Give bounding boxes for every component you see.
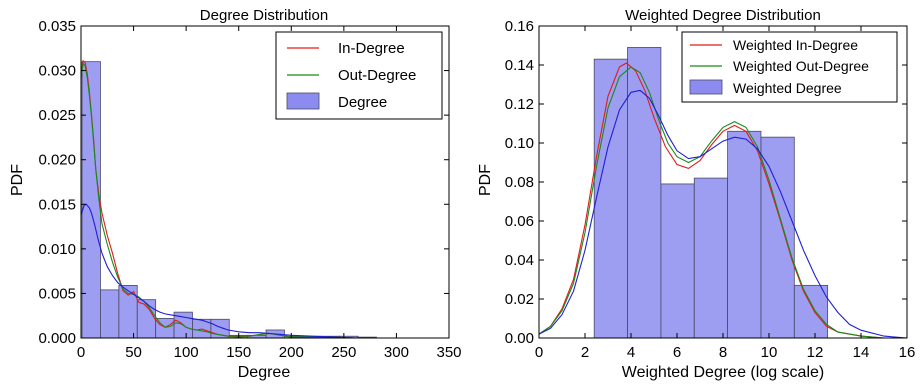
x-tick-label: 200 xyxy=(279,344,304,361)
y-tick-label: 0.005 xyxy=(38,285,76,302)
x-tick-label: 12 xyxy=(807,344,824,361)
histogram-bar xyxy=(136,299,157,339)
legend: In-Degree Out-Degree Degree xyxy=(275,31,443,120)
histogram-bar xyxy=(693,177,728,339)
degree-kde-line xyxy=(538,89,908,339)
histogram-bar xyxy=(81,61,101,339)
x-tick-label: 50 xyxy=(125,344,142,361)
out-degree-line xyxy=(538,66,885,339)
y-tick-label: 0.035 xyxy=(38,18,76,35)
x-tick-label: 10 xyxy=(761,344,778,361)
x-tick-label: 2 xyxy=(581,344,589,361)
legend: Weighted In-Degree Weighted Out-Degree W… xyxy=(681,31,898,103)
weighted-degree-distribution-chart: Weighted Degree Distribution 0 2 4 6 8 10 12 14… xyxy=(477,7,915,381)
axes-frame xyxy=(80,25,450,339)
chart-title: Weighted Degree Distribution xyxy=(625,7,821,24)
histogram-bar xyxy=(727,130,762,339)
x-tick-label: 14 xyxy=(853,344,870,361)
legend-label-out-degree: Out-Degree xyxy=(338,67,416,84)
y-tick-label: 0.015 xyxy=(38,196,76,213)
y-tick-label: 0.04 xyxy=(505,252,534,269)
y-tick-label: 0.020 xyxy=(38,152,76,169)
y-tick-label: 0.030 xyxy=(38,63,76,80)
y-tick-label: 0.00 xyxy=(505,330,534,347)
legend-label-degree: Degree xyxy=(338,94,387,111)
x-tick-label: 4 xyxy=(627,344,635,361)
x-tick-label: 100 xyxy=(174,344,199,361)
x-tick-label: 8 xyxy=(719,344,727,361)
x-tick-label: 300 xyxy=(384,344,409,361)
legend-label-in-degree: In-Degree xyxy=(338,40,405,57)
x-tick-label: 0 xyxy=(535,344,543,361)
plot-area: 0 50 100 150 200 250 300 350 0.000 0.005 0.010 0.01… xyxy=(38,18,461,361)
histogram-bar xyxy=(793,284,829,339)
legend-swatch-degree xyxy=(286,92,320,110)
histogram-bar xyxy=(100,289,120,339)
y-tick-label: 0.02 xyxy=(505,291,534,308)
histogram-bar xyxy=(760,136,795,339)
x-tick-label: 350 xyxy=(436,344,461,361)
degree-distribution-chart: Degree Distribution 0 50 100 150 200 250 300 35… xyxy=(9,7,462,381)
chart-title: Degree Distribution xyxy=(200,7,328,24)
y-axis-label: PDF xyxy=(477,164,494,196)
legend-label-weighted-degree: Weighted Degree xyxy=(733,80,842,96)
y-tick-label: 0.10 xyxy=(505,135,534,152)
legend-swatch-weighted-degree xyxy=(689,79,723,95)
histogram-bar xyxy=(627,47,662,339)
legend-label-weighted-in-degree: Weighted In-Degree xyxy=(733,37,858,53)
x-tick-label: 6 xyxy=(673,344,681,361)
x-tick-label: 250 xyxy=(331,344,356,361)
x-tick-label: 0 xyxy=(77,344,85,361)
y-tick-label: 0.14 xyxy=(505,57,534,74)
x-axis-label: Degree xyxy=(238,364,291,381)
y-tick-label: 0.025 xyxy=(38,107,76,124)
y-tick-label: 0.010 xyxy=(38,241,76,258)
y-axis-label: PDF xyxy=(9,164,26,196)
x-tick-label: 150 xyxy=(226,344,251,361)
y-tick-label: 0.06 xyxy=(505,213,534,230)
y-tick-label: 0.12 xyxy=(505,96,534,113)
x-tick-label: 16 xyxy=(899,344,916,361)
y-tick-label: 0.000 xyxy=(38,330,76,347)
in-degree-line xyxy=(538,62,885,339)
out-degree-line xyxy=(80,62,376,339)
legend-label-weighted-out-degree: Weighted Out-Degree xyxy=(733,58,869,74)
histogram-bar xyxy=(660,183,695,339)
y-tick-label: 0.08 xyxy=(505,174,534,191)
plot-area: 0 2 4 6 8 10 12 14 16 0.00 0.02 0.04 0.06 0.08 0.10 0.1… xyxy=(505,18,916,361)
degree-kde-line xyxy=(80,203,376,339)
x-axis-label: Weighted Degree (log scale) xyxy=(622,364,824,381)
y-tick-label: 0.16 xyxy=(505,18,534,35)
